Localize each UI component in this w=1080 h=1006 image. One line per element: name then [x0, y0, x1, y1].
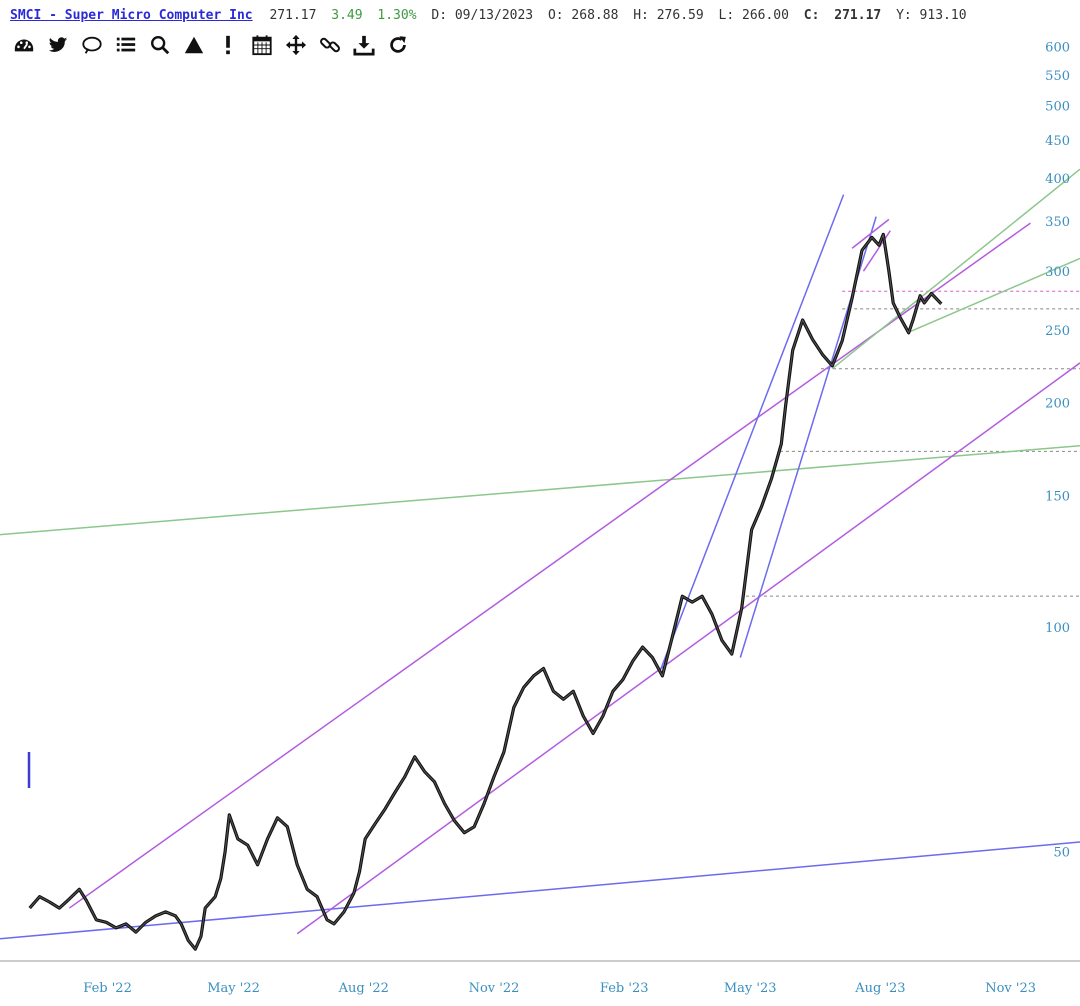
y-tick-label-400: 400 [1045, 172, 1070, 187]
dashboard-icon [14, 39, 34, 52]
y-readout: Y: 913.10 [896, 8, 967, 23]
move-icon [285, 34, 307, 56]
quote-header: SMCI - Super Micro Computer Inc 271.17 3… [10, 6, 974, 26]
high-readout: H: 276.59 [633, 8, 704, 23]
y-tick-label-300: 300 [1045, 265, 1070, 280]
y-tick-label-450: 450 [1045, 134, 1070, 149]
price-change: 3.49 [331, 8, 363, 23]
alert-button[interactable] [214, 32, 242, 58]
trendline-0 [0, 841, 1080, 940]
x-tick-label-6: Aug '23 [854, 981, 905, 996]
ticker-title-link[interactable]: SMCI - Super Micro Computer Inc [10, 8, 253, 23]
price-line [28, 232, 943, 951]
last-price: 271.17 [269, 8, 317, 23]
trendline-6 [831, 168, 1080, 370]
y-tick-label-250: 250 [1045, 324, 1070, 339]
price-change-percent: 1.30% [377, 8, 417, 23]
list-button[interactable] [112, 32, 140, 58]
twitter-icon [48, 37, 68, 52]
y-tick-label-550: 550 [1045, 69, 1070, 84]
refresh-icon [390, 36, 406, 53]
triangle-icon [184, 36, 204, 54]
open-readout: O: 268.88 [547, 8, 619, 23]
trendline-7 [907, 257, 1080, 334]
download-button[interactable] [350, 32, 378, 58]
x-tick-label-0: Feb '22 [83, 981, 132, 996]
y-tick-label-100: 100 [1045, 621, 1070, 636]
dashboard-button[interactable] [10, 32, 38, 58]
trendline-4 [658, 194, 845, 673]
y-tick-label-200: 200 [1045, 397, 1070, 412]
x-tick-label-2: Aug '22 [338, 981, 389, 996]
x-tick-label-5: May '23 [724, 981, 777, 996]
y-tick-label-600: 600 [1045, 41, 1070, 56]
chart-toolbar [10, 32, 412, 58]
trendline-3 [296, 362, 1080, 935]
link-icon [320, 37, 340, 53]
link-button[interactable] [316, 32, 344, 58]
refresh-button[interactable] [384, 32, 412, 58]
price-line-highlight [29, 233, 942, 950]
calendar-icon [252, 35, 272, 56]
low-readout: L: 266.00 [718, 8, 789, 23]
trendline-8 [851, 218, 890, 249]
comment-button[interactable] [78, 32, 106, 58]
trendline-1 [0, 445, 1080, 536]
search-button[interactable] [146, 32, 174, 58]
trendline-9 [862, 230, 891, 272]
twitter-button[interactable] [44, 32, 72, 58]
date-readout: D: 09/13/2023 [431, 8, 534, 23]
download-icon [353, 35, 375, 56]
comment-icon [82, 36, 102, 54]
list-icon [116, 37, 136, 52]
x-tick-label-3: Nov '22 [469, 981, 520, 996]
close-label: C: [803, 8, 820, 23]
move-button[interactable] [282, 32, 310, 58]
exclamation-icon [226, 35, 230, 55]
y-tick-label-50: 50 [1053, 846, 1070, 861]
x-tick-label-1: May '22 [207, 981, 260, 996]
calendar-button[interactable] [248, 32, 276, 58]
close-readout: 271.17 [834, 8, 882, 23]
y-tick-label-500: 500 [1045, 100, 1070, 115]
y-tick-label-150: 150 [1045, 490, 1070, 505]
search-icon [151, 36, 170, 55]
y-tick-label-350: 350 [1045, 215, 1070, 230]
triangle-button[interactable] [180, 32, 208, 58]
x-tick-label-7: Nov '23 [985, 981, 1036, 996]
x-tick-label-4: Feb '23 [600, 981, 649, 996]
